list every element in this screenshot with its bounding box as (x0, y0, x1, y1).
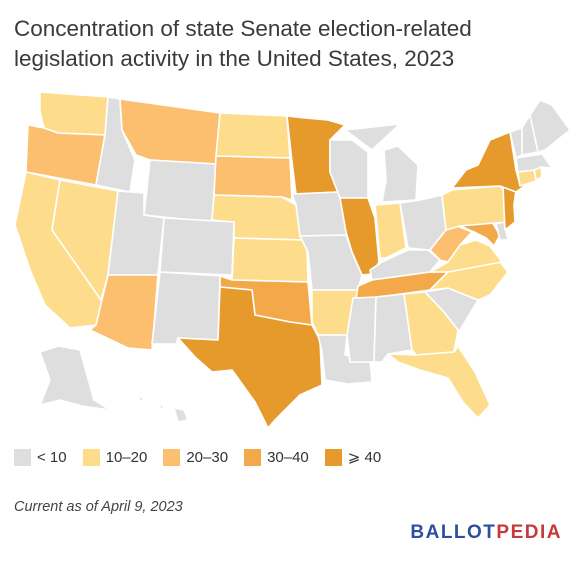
legend-swatch (244, 448, 262, 466)
legend-item: 30–40 (244, 448, 309, 466)
state-north-dakota (215, 112, 291, 159)
legend-swatch (163, 448, 181, 466)
state-new-mexico (151, 271, 221, 345)
legend-swatch (14, 448, 31, 466)
legend-label: 10–20 (105, 448, 148, 466)
us-map (14, 91, 571, 429)
state-hawaii (137, 395, 189, 423)
state-colorado (159, 217, 235, 276)
logo-part-1: BALLOT (410, 522, 497, 543)
legend-label: 30–40 (267, 448, 309, 466)
legend-label: < 10 (37, 448, 67, 466)
legend: < 10 10–20 20–30 30–40 ⩾ 40 (14, 448, 397, 466)
legend-item: ⩾ 40 (324, 448, 382, 466)
legend-label: ⩾ 40 (347, 449, 382, 466)
ballotpedia-logo: BALLOTPEDIA (410, 522, 562, 544)
state-washington (39, 91, 109, 136)
state-texas (177, 286, 323, 429)
state-wyoming (143, 159, 217, 223)
state-south-dakota (213, 155, 293, 201)
legend-item: < 10 (14, 448, 67, 466)
state-louisiana (317, 334, 373, 385)
legend-item: 20–30 (163, 448, 229, 466)
legend-swatch (324, 448, 342, 466)
state-alaska (39, 345, 111, 411)
state-florida (387, 345, 491, 419)
state-kansas (231, 237, 309, 283)
chart-title: Concentration of state Senate election-r… (14, 16, 472, 71)
state-montana (119, 98, 221, 165)
state-indiana (374, 202, 407, 259)
state-pennsylvania (441, 185, 509, 231)
state-new-york (451, 131, 537, 193)
state-massachusetts (515, 153, 553, 173)
legend-item: 10–20 (82, 448, 148, 466)
state-mississippi (346, 296, 377, 363)
footnote: Current as of April 9, 2023 (14, 499, 183, 515)
state-arizona (89, 274, 159, 351)
logo-part-2: PEDIA (496, 522, 562, 543)
legend-swatch (82, 448, 100, 466)
legend-label: 20–30 (186, 448, 229, 466)
state-maine (529, 99, 571, 153)
